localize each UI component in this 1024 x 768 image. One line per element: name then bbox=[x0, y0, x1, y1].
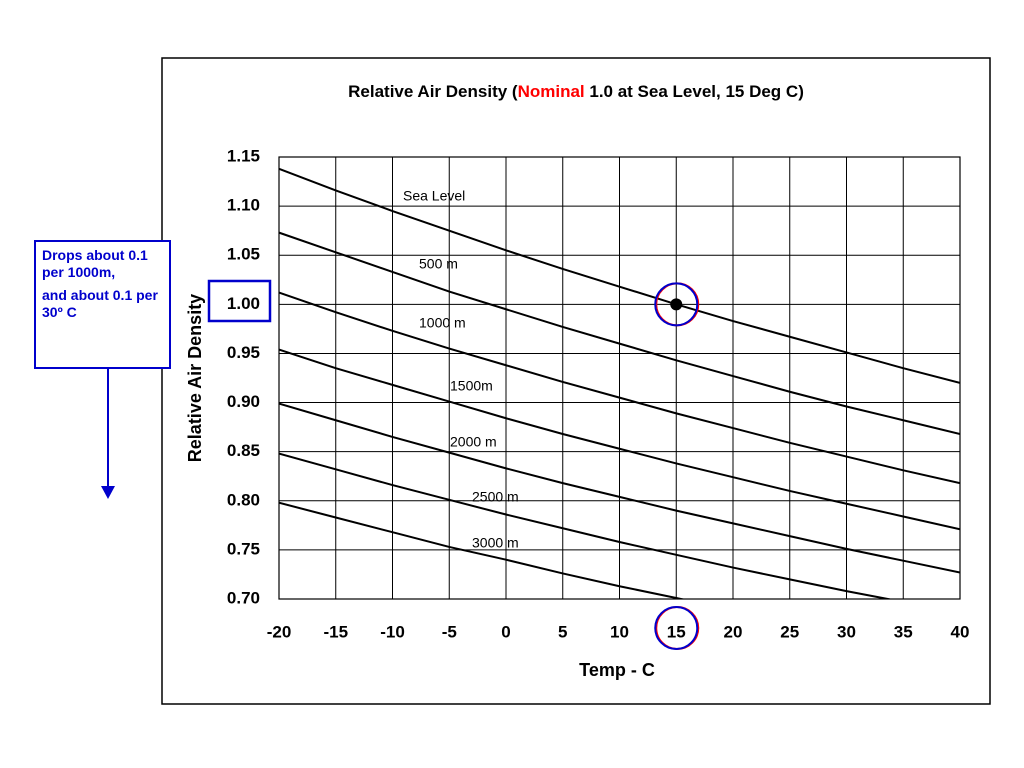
series-line bbox=[279, 291, 960, 485]
x-axis-label: Temp - C bbox=[579, 660, 655, 680]
series-line bbox=[279, 167, 960, 384]
title-part: Nominal bbox=[518, 82, 585, 101]
annotation-box: Drops about 0.1 per 1000m, and about 0.1… bbox=[34, 240, 171, 369]
y-tick-label: 1.05 bbox=[227, 245, 260, 264]
y-tick-label: 0.90 bbox=[227, 392, 260, 411]
series-label: 2500 m bbox=[472, 489, 519, 505]
x-tick-label: 20 bbox=[724, 622, 743, 641]
series-label: 1500m bbox=[450, 378, 493, 394]
series-line bbox=[279, 402, 960, 574]
series-line bbox=[279, 348, 960, 531]
y-axis-label: Relative Air Density bbox=[185, 294, 205, 462]
series-label: 500 m bbox=[419, 256, 458, 272]
x-tick-label: -5 bbox=[442, 622, 457, 641]
arrow-head bbox=[101, 486, 115, 499]
series-line bbox=[279, 501, 686, 599]
x-tick-label: 35 bbox=[894, 622, 913, 641]
y-tick-label: 1.00 bbox=[227, 294, 260, 313]
highlight-box bbox=[207, 279, 272, 323]
highlight-ring bbox=[654, 606, 699, 650]
x-tick-label: -15 bbox=[323, 622, 348, 641]
series-label: 3000 m bbox=[472, 535, 519, 551]
y-tick-label: 1.15 bbox=[227, 146, 260, 165]
highlight-point bbox=[670, 298, 683, 311]
annotation-text: and about 0.1 per 30º C bbox=[42, 287, 158, 320]
series-label: Sea Level bbox=[403, 188, 465, 204]
y-tick-label: 0.95 bbox=[227, 343, 260, 362]
y-tick-label: 0.75 bbox=[227, 539, 260, 558]
x-tick-label: 15 bbox=[667, 622, 686, 641]
x-tick-label: 5 bbox=[558, 622, 567, 641]
y-tick-label: 0.70 bbox=[227, 588, 260, 607]
x-tick-label: -10 bbox=[380, 622, 405, 641]
title-part: Relative Air Density ( bbox=[348, 82, 518, 101]
x-tick-label: 0 bbox=[501, 622, 510, 641]
title-part: 1.0 at Sea Level, 15 Deg C) bbox=[585, 82, 804, 101]
plot-border bbox=[278, 156, 961, 600]
x-tick-label: 25 bbox=[780, 622, 799, 641]
series-line bbox=[279, 231, 960, 435]
x-tick-label: 40 bbox=[951, 622, 970, 641]
x-tick-label: 10 bbox=[610, 622, 629, 641]
x-tick-label: 30 bbox=[837, 622, 856, 641]
series-label: 1000 m bbox=[419, 315, 466, 331]
highlight-ring bbox=[654, 282, 699, 327]
y-tick-label: 0.85 bbox=[227, 441, 260, 460]
series-label: 2000 m bbox=[450, 434, 497, 450]
x-tick-label: -20 bbox=[267, 622, 292, 641]
y-tick-label: 1.10 bbox=[227, 196, 260, 215]
chart-title: Relative Air Density (Nominal 1.0 at Sea… bbox=[348, 82, 804, 101]
annotation-text: Drops about 0.1 per 1000m, bbox=[42, 247, 148, 280]
series-line bbox=[279, 452, 894, 599]
chart-frame bbox=[161, 57, 991, 705]
y-tick-label: 0.80 bbox=[227, 490, 260, 509]
